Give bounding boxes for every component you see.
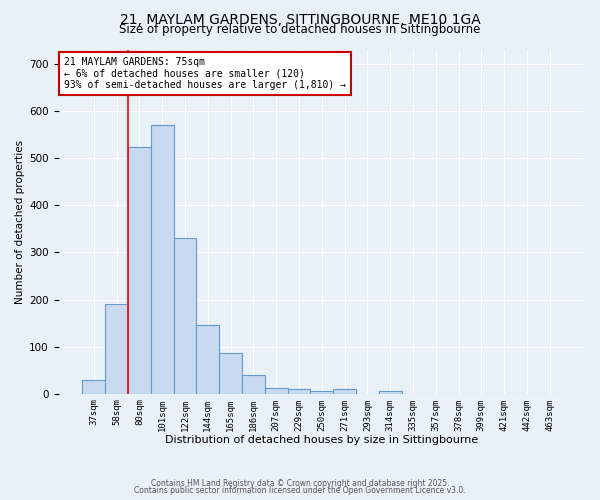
Y-axis label: Number of detached properties: Number of detached properties [15, 140, 25, 304]
Bar [196, 326, 219, 394]
Bar [333, 389, 356, 394]
Bar [105, 304, 128, 394]
Bar [379, 392, 401, 394]
Bar [173, 238, 196, 394]
Bar [151, 126, 173, 394]
Bar [242, 375, 265, 394]
Bar [265, 388, 287, 394]
Bar [287, 389, 310, 394]
Bar [128, 146, 151, 394]
Bar [310, 392, 333, 394]
X-axis label: Distribution of detached houses by size in Sittingbourne: Distribution of detached houses by size … [165, 435, 478, 445]
Text: Contains HM Land Registry data © Crown copyright and database right 2025.: Contains HM Land Registry data © Crown c… [151, 478, 449, 488]
Text: Contains public sector information licensed under the Open Government Licence v3: Contains public sector information licen… [134, 486, 466, 495]
Bar [82, 380, 105, 394]
Text: Size of property relative to detached houses in Sittingbourne: Size of property relative to detached ho… [119, 22, 481, 36]
Bar [219, 353, 242, 394]
Text: 21, MAYLAM GARDENS, SITTINGBOURNE, ME10 1GA: 21, MAYLAM GARDENS, SITTINGBOURNE, ME10 … [119, 12, 481, 26]
Text: 21 MAYLAM GARDENS: 75sqm
← 6% of detached houses are smaller (120)
93% of semi-d: 21 MAYLAM GARDENS: 75sqm ← 6% of detache… [64, 57, 346, 90]
